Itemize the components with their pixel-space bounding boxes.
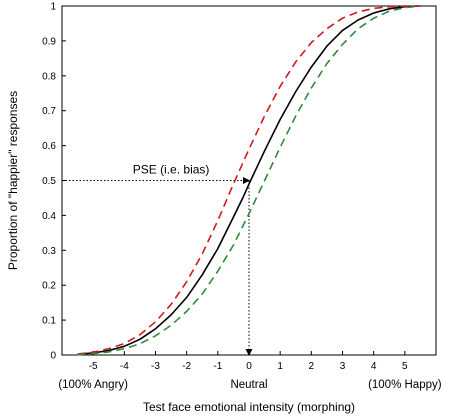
x-tick-label: 4 — [371, 361, 377, 372]
y-tick-label: 0 — [50, 351, 56, 362]
x-anchor-label: Neutral — [230, 379, 267, 391]
x-tick-label: 3 — [340, 361, 346, 372]
x-tick-label: -2 — [182, 361, 191, 372]
y-tick-label: 1 — [50, 2, 56, 13]
x-anchor-label: (100% Happy) — [368, 379, 442, 391]
x-tick-label: 5 — [402, 361, 408, 372]
x-axis-title: Test face emotional intensity (morphing) — [143, 400, 355, 414]
y-tick-label: 0.1 — [42, 316, 56, 327]
y-axis-title: Proportion of "happier" responses — [6, 91, 20, 270]
y-tick-label: 0.3 — [42, 246, 56, 257]
series-line-black — [77, 5, 421, 356]
x-tick-label: 2 — [309, 361, 315, 372]
y-tick-label: 0.9 — [42, 36, 56, 47]
x-tick-label: 1 — [277, 361, 283, 372]
y-tick-label: 0.4 — [42, 211, 56, 222]
x-anchor-label: (100% Angry) — [58, 379, 128, 391]
y-tick-label: 0.7 — [42, 106, 56, 117]
x-tick-label: -1 — [213, 361, 222, 372]
y-tick-label: 0.2 — [42, 281, 56, 292]
series-line-red — [77, 5, 421, 355]
x-tick-label: -5 — [89, 361, 98, 372]
pse-annotation-label: PSE (i.e. bias) — [133, 163, 210, 177]
x-tick-label: 0 — [246, 361, 252, 372]
x-tick-label: -4 — [120, 361, 129, 372]
y-tick-label: 0.5 — [42, 176, 56, 187]
y-tick-label: 0.8 — [42, 71, 56, 82]
y-tick-label: 0.6 — [42, 141, 56, 152]
series-line-green — [77, 5, 421, 356]
x-tick-label: -3 — [151, 361, 160, 372]
